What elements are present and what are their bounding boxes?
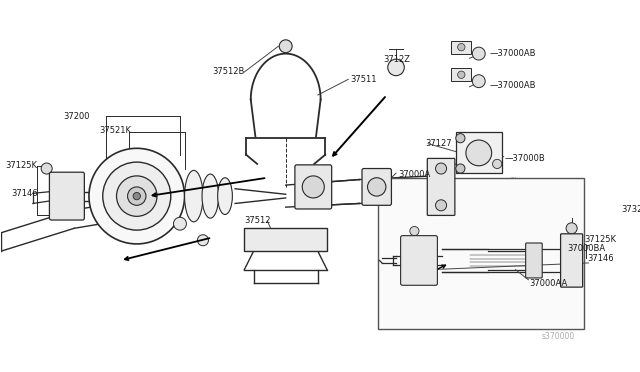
Text: 37146: 37146 (12, 189, 38, 198)
Bar (451, 41, 472, 54)
FancyBboxPatch shape (456, 132, 502, 173)
FancyBboxPatch shape (49, 172, 84, 220)
Circle shape (302, 176, 324, 198)
Circle shape (173, 217, 186, 230)
Text: 37000AA: 37000AA (529, 279, 568, 288)
Circle shape (493, 159, 502, 169)
Circle shape (458, 71, 465, 78)
Circle shape (436, 200, 447, 211)
Text: 37127: 37127 (426, 139, 452, 148)
Circle shape (566, 223, 577, 234)
Text: —37000AB: —37000AB (490, 49, 536, 58)
Circle shape (279, 40, 292, 53)
FancyBboxPatch shape (561, 234, 582, 287)
Circle shape (103, 162, 171, 230)
Text: 37521K: 37521K (99, 126, 131, 135)
Circle shape (367, 178, 386, 196)
Text: s370000: s370000 (542, 332, 575, 341)
FancyBboxPatch shape (401, 235, 437, 285)
Circle shape (388, 59, 404, 76)
Bar (451, 68, 472, 81)
Bar (378, 178, 584, 330)
Circle shape (116, 176, 157, 217)
Circle shape (458, 44, 465, 51)
FancyBboxPatch shape (525, 243, 542, 278)
Circle shape (127, 187, 146, 205)
Circle shape (198, 235, 209, 246)
FancyBboxPatch shape (428, 158, 455, 215)
Text: —37000AB: —37000AB (490, 81, 536, 90)
Circle shape (410, 227, 419, 235)
Text: 37146: 37146 (588, 254, 614, 263)
Circle shape (456, 134, 465, 143)
Circle shape (567, 272, 576, 282)
Text: 37000BA: 37000BA (567, 244, 605, 253)
Circle shape (466, 140, 492, 166)
Ellipse shape (202, 174, 219, 218)
FancyBboxPatch shape (244, 228, 327, 251)
Text: 37511: 37511 (350, 75, 376, 84)
Text: 37512: 37512 (244, 217, 271, 225)
Ellipse shape (218, 178, 232, 215)
Circle shape (41, 163, 52, 174)
Text: —37000B: —37000B (504, 154, 545, 163)
Text: 37320: 37320 (621, 205, 640, 214)
Circle shape (472, 47, 485, 60)
Circle shape (567, 239, 576, 248)
Text: 37125K: 37125K (584, 235, 616, 244)
Text: 37512B: 37512B (212, 67, 244, 77)
Circle shape (89, 148, 184, 244)
FancyBboxPatch shape (295, 165, 332, 209)
Ellipse shape (184, 170, 203, 222)
Text: 3712Z: 3712Z (383, 55, 410, 64)
Circle shape (133, 192, 140, 200)
Circle shape (436, 163, 447, 174)
Text: 37200: 37200 (63, 112, 90, 121)
Text: 37125K: 37125K (5, 161, 37, 170)
FancyBboxPatch shape (362, 169, 392, 205)
Circle shape (472, 75, 485, 88)
Circle shape (456, 164, 465, 173)
Text: 37000A: 37000A (398, 170, 430, 179)
